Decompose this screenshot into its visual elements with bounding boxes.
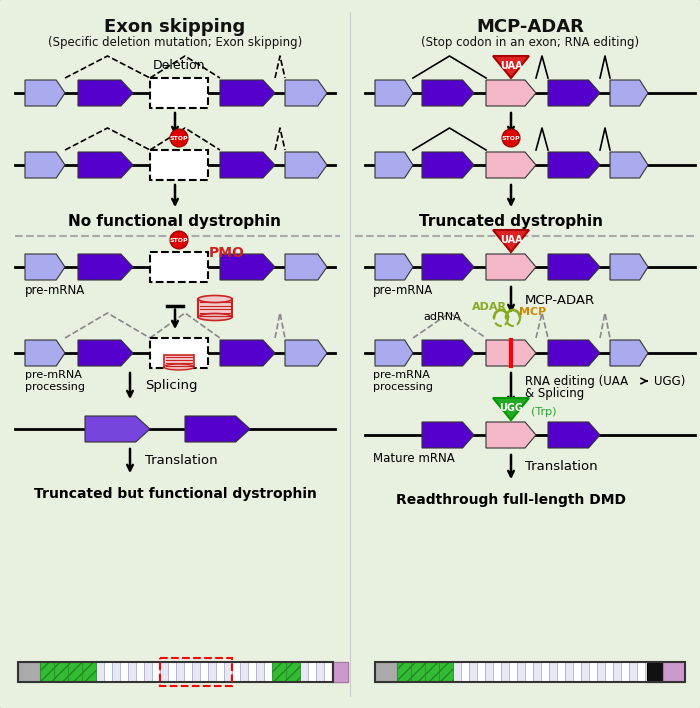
Bar (439, 662, 453, 682)
Bar (152, 662, 160, 682)
Bar (18, 662, 40, 682)
Polygon shape (78, 340, 133, 366)
Text: & Splicing: & Splicing (525, 387, 584, 401)
Ellipse shape (198, 314, 232, 321)
Text: pre-mRNA: pre-mRNA (25, 284, 85, 297)
Text: (Stop codon in an exon; RNA editing): (Stop codon in an exon; RNA editing) (421, 36, 639, 49)
Text: Translation: Translation (145, 455, 218, 467)
Text: MCP-ADAR: MCP-ADAR (476, 18, 584, 36)
Bar (324, 662, 332, 682)
Bar (150, 78, 208, 108)
Bar (184, 662, 192, 682)
Bar (224, 662, 232, 682)
Bar (565, 662, 573, 682)
Bar (18, 662, 333, 682)
Polygon shape (548, 422, 600, 448)
Polygon shape (422, 340, 474, 366)
Bar (525, 662, 533, 682)
Bar (485, 662, 493, 682)
Bar (160, 662, 168, 682)
Text: Translation: Translation (525, 460, 598, 474)
Text: No functional dystrophin: No functional dystrophin (69, 214, 281, 229)
Polygon shape (422, 80, 474, 106)
Bar (461, 662, 469, 682)
Bar (198, 299, 232, 317)
Bar (493, 662, 501, 682)
Polygon shape (486, 340, 536, 366)
Text: UGG): UGG) (654, 375, 685, 387)
Bar (112, 662, 120, 682)
Text: STOP: STOP (169, 136, 188, 141)
Bar (144, 662, 152, 682)
Text: (Specific deletion mutation; Exon skipping): (Specific deletion mutation; Exon skippi… (48, 36, 302, 49)
Polygon shape (375, 80, 413, 106)
Text: MCP: MCP (519, 307, 546, 317)
Text: UAA: UAA (500, 61, 522, 71)
Text: Deletion: Deletion (153, 59, 205, 72)
Text: RNA editing (UAA: RNA editing (UAA (525, 375, 628, 387)
Bar (589, 662, 597, 682)
Polygon shape (285, 254, 327, 280)
Text: UGG: UGG (499, 403, 523, 413)
Polygon shape (486, 152, 536, 178)
Polygon shape (493, 230, 529, 252)
Bar (96, 662, 104, 682)
Polygon shape (25, 254, 65, 280)
Bar (128, 662, 136, 682)
Bar (286, 662, 300, 682)
Bar (300, 662, 308, 682)
Bar (264, 662, 272, 682)
Bar (621, 662, 629, 682)
Polygon shape (486, 422, 536, 448)
Text: (Trp): (Trp) (531, 407, 556, 417)
Bar (208, 662, 216, 682)
Circle shape (170, 231, 188, 249)
Text: Splicing: Splicing (145, 379, 197, 392)
Bar (216, 662, 224, 682)
Polygon shape (185, 416, 250, 442)
Bar (629, 662, 637, 682)
Polygon shape (285, 340, 327, 366)
Bar (232, 662, 240, 682)
Polygon shape (548, 152, 600, 178)
Polygon shape (25, 152, 65, 178)
Text: Truncated but functional dystrophin: Truncated but functional dystrophin (34, 487, 316, 501)
Text: pre-mRNA
processing: pre-mRNA processing (25, 370, 85, 392)
Polygon shape (422, 152, 474, 178)
Polygon shape (220, 80, 275, 106)
Bar (597, 662, 605, 682)
Bar (509, 662, 517, 682)
Bar (150, 338, 208, 368)
Polygon shape (548, 254, 600, 280)
Bar (248, 662, 256, 682)
Polygon shape (375, 340, 413, 366)
Polygon shape (422, 254, 474, 280)
Polygon shape (422, 422, 474, 448)
Bar (613, 662, 621, 682)
Bar (517, 662, 525, 682)
Text: pre-mRNA
processing: pre-mRNA processing (373, 370, 433, 392)
Polygon shape (220, 152, 275, 178)
Ellipse shape (164, 364, 194, 370)
Polygon shape (486, 254, 536, 280)
Polygon shape (285, 80, 327, 106)
Bar (256, 662, 264, 682)
Polygon shape (610, 254, 648, 280)
Bar (168, 662, 176, 682)
Bar (397, 662, 411, 682)
Text: Truncated dystrophin: Truncated dystrophin (419, 214, 603, 229)
Bar (469, 662, 477, 682)
Polygon shape (375, 254, 413, 280)
Bar (533, 662, 541, 682)
Bar (308, 662, 316, 682)
Bar (411, 662, 425, 682)
Polygon shape (548, 80, 600, 106)
Polygon shape (375, 152, 413, 178)
Bar (68, 662, 82, 682)
Bar (40, 662, 54, 682)
Bar (332, 662, 348, 682)
Text: Exon skipping: Exon skipping (104, 18, 246, 36)
Polygon shape (548, 340, 600, 366)
Polygon shape (493, 56, 529, 78)
